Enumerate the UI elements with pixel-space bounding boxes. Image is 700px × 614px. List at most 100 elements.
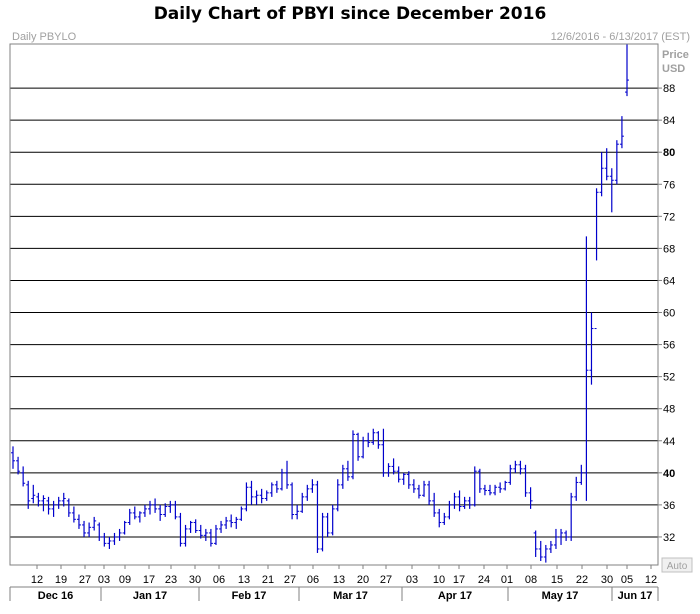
ohlc-bar [259,488,264,504]
ohlc-bar [462,496,467,509]
ohlc-bar [401,472,406,485]
ohlc-bar [396,466,401,483]
ohlc-bar [213,524,218,545]
plot-area [10,44,658,565]
ohlc-bar [356,432,361,461]
ohlc-bar [163,503,168,517]
ohlc-bar [447,500,452,520]
ohlc-bar [432,492,437,517]
x-tick-label: 27 [79,574,91,586]
x-tick-label: 24 [478,574,490,586]
ohlc-bar [31,484,36,504]
x-tick-label: 13 [238,574,250,586]
ohlc-bar [422,480,427,497]
ohlc-bar [376,431,381,449]
ohlc-bar [548,540,553,553]
month-label: Mar 17 [333,590,368,602]
ohlc-bar [137,511,142,523]
ohlc-bar [188,520,193,533]
ohlc-bar [11,446,15,469]
ohlc-bar [579,464,584,485]
ohlc-bar [427,480,432,505]
ohlc-bar [477,468,482,493]
y-tick-label: 76 [663,179,675,191]
ohlc-bar [482,484,487,496]
ohlc-bar [523,464,528,497]
ohlc-bar [498,482,503,493]
x-tick-label: 08 [525,574,537,586]
ohlc-bar [16,456,21,475]
ohlc-bar [594,188,599,330]
y-tick-label: 80 [663,147,675,159]
ohlc-bar [371,428,376,445]
ohlc-bar [148,500,153,515]
ohlc-bar [553,528,558,549]
x-tick-label: 15 [551,574,563,586]
ohlc-bar [503,480,508,491]
ohlc-bar [178,512,183,547]
month-label: Dec 16 [38,590,73,602]
chart-title: Daily Chart of PBYI since December 2016 [153,4,547,24]
ohlc-bar [295,504,300,520]
ohlc-bar [198,524,203,539]
month-label: Apr 17 [438,590,472,602]
y-tick-label: 68 [663,243,675,255]
ohlc-bar [411,479,416,493]
ohlc-bar [117,528,122,541]
ohlc-bar [472,466,477,507]
price-bars [11,44,629,563]
plot-border [9,43,659,566]
y-tick-label: 88 [663,83,675,95]
y-tick-label: 64 [663,275,675,287]
auto-button-label: Auto [667,561,688,572]
y-tick-label: 32 [663,532,675,544]
x-tick-label: 27 [284,574,296,586]
y-tick-label: 72 [663,211,675,223]
ohlc-bar [543,544,548,563]
auto-button[interactable]: Auto [661,557,693,573]
ohlc-bar [569,492,574,541]
x-axis: 12 19 27 03 09 17 23 30 06 13 21 27 06 13 20 27 03 10 17 24… [9,565,659,602]
ohlc-bar [538,540,543,561]
ohlc-bar [533,530,538,557]
x-tick-label: 09 [119,574,131,586]
y-tick-label: 40 [663,468,675,480]
ohlc-bar [142,504,147,517]
x-tick-label: 06 [307,574,319,586]
ohlc-bar [203,528,208,541]
ohlc-bar [467,496,472,509]
ohlc-bar [102,532,107,547]
ohlc-bar [92,516,97,531]
month-label: Jan 17 [133,590,167,602]
ohlc-bar [604,148,609,181]
ohlc-bar [21,466,26,487]
ohlc-bar [340,464,345,489]
x-tick-label: 17 [143,574,155,586]
ohlc-bar [112,532,117,545]
y-tick-label: 60 [663,308,675,320]
ohlc-bar [330,504,335,536]
x-tick-label: 27 [380,574,392,586]
ohlc-bar [173,500,178,520]
x-tick-label: 12 [31,574,43,586]
y-axis-ticks: 32 36 40 44 48 52 56 60 64 68 72 76 80 84 88 [658,83,675,544]
ohlc-bar [208,528,213,547]
x-tick-label: 20 [357,574,369,586]
ohlc-bar [350,430,355,480]
ohlc-bar [518,460,523,475]
gridlines [10,87,658,538]
ohlc-bar [442,512,447,525]
ohlc-bar [508,464,513,485]
x-tick-label: 12 [645,574,657,586]
ohlc-bar [127,508,132,525]
ohlc-bar [254,490,259,505]
ohlc-bar [452,492,457,509]
symbol-label: Daily PBYLO [12,31,77,43]
x-tick-label: 30 [601,574,613,586]
ohlc-bar [122,520,127,535]
month-label: Jun 17 [618,590,653,602]
ohlc-bar [589,312,594,385]
ohlc-bar [76,514,81,529]
ohlc-bar [300,492,305,513]
ohlc-bar [36,492,41,507]
